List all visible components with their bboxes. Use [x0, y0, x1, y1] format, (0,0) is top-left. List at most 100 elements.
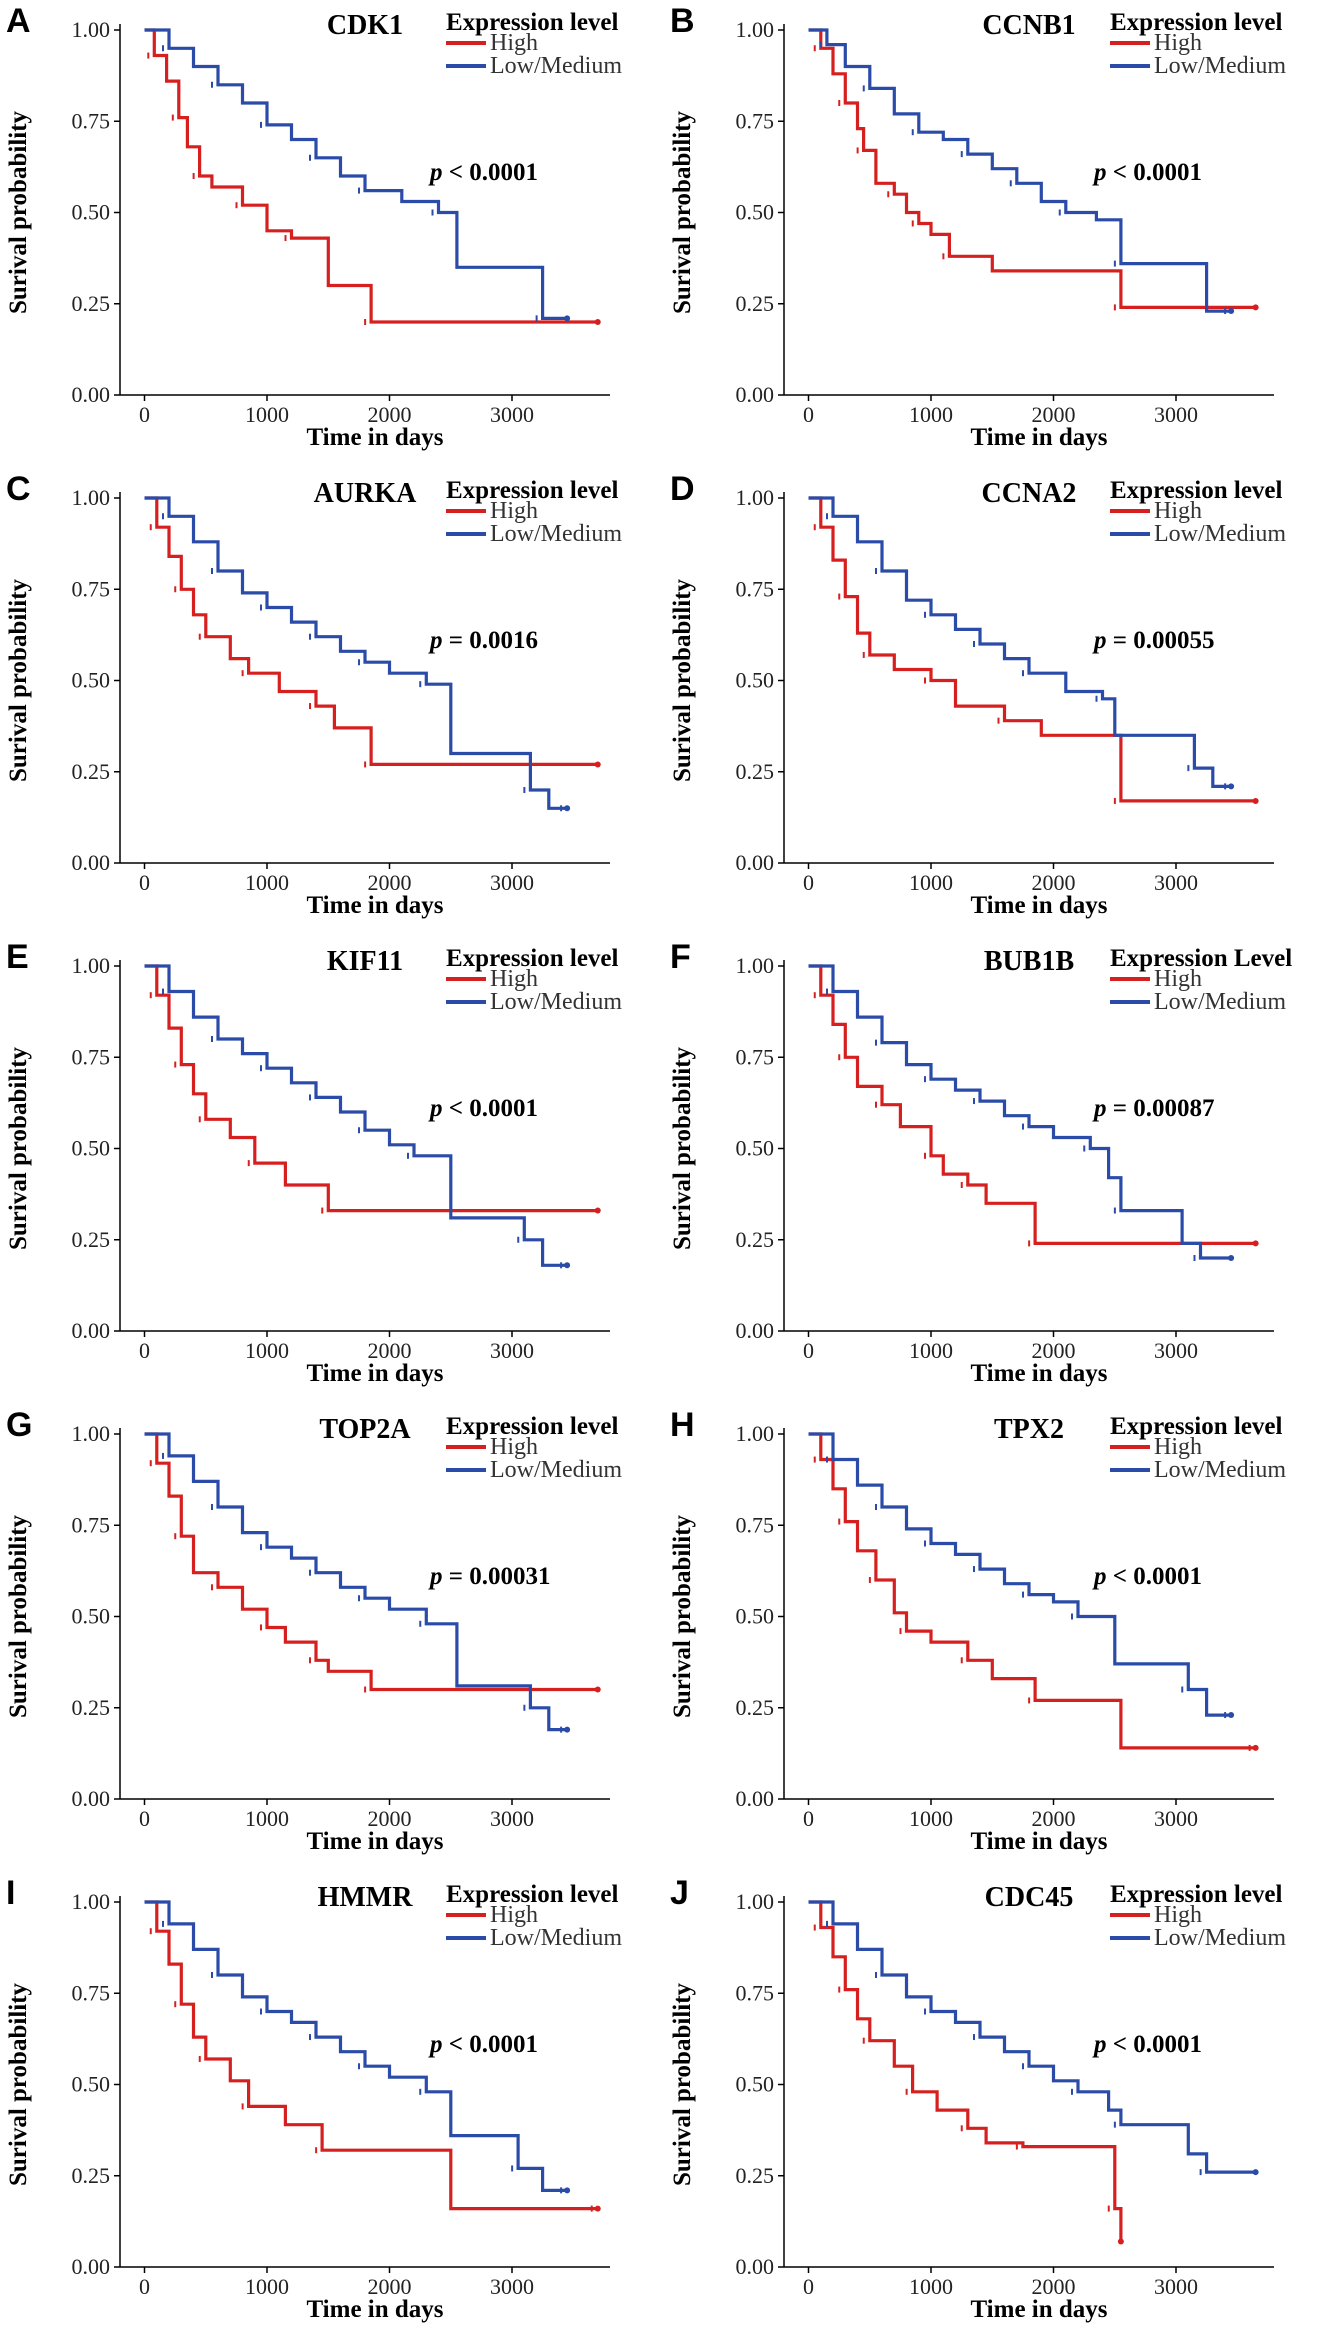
y-tick-label: 0.00: [72, 850, 111, 875]
x-tick-label: 1000: [245, 1338, 289, 1363]
km-panel-c: C AURKA Expression level High Low/Medium 0.00…: [0, 468, 664, 936]
legend-item-high: High: [490, 1434, 538, 1460]
y-tick-label: 0.25: [72, 2163, 111, 2188]
y-tick-label: 0.00: [736, 1318, 775, 1343]
gene-title: CDC45: [985, 1882, 1074, 1913]
p-value-annotation: p < 0.0001: [428, 2031, 538, 2058]
survival-curve-high: [808, 496, 1256, 803]
curve-end-marker: [1252, 304, 1259, 311]
survival-curve-low-medium: [144, 964, 568, 1267]
legend-item-low-medium: Low/Medium: [1154, 521, 1286, 547]
p-value-text: = 0.00087: [1113, 1095, 1215, 1122]
y-tick-label: 0.75: [736, 1044, 775, 1069]
legend-item-high: High: [490, 498, 538, 524]
x-tick-label: 0: [803, 2274, 814, 2299]
p-value-text: < 0.0001: [1113, 2031, 1202, 2058]
curve-end-marker: [1228, 308, 1235, 315]
curve-end-marker: [564, 1726, 571, 1733]
legend-item-low-medium: Low/Medium: [1154, 989, 1286, 1015]
curve-end-marker: [1228, 1255, 1235, 1261]
y-tick-label: 0.25: [72, 291, 111, 316]
p-symbol: p: [1092, 2031, 1113, 2058]
p-symbol: p: [1092, 1095, 1113, 1122]
y-tick-label: 0.50: [72, 1604, 111, 1629]
legend-title: Expression level: [1110, 9, 1283, 36]
y-tick-label: 0.50: [736, 1604, 775, 1629]
legend-title: Expression Level: [1110, 945, 1292, 972]
x-tick-label: 0: [139, 1338, 150, 1363]
panel-label: D: [670, 470, 695, 508]
y-axis-label: Surival probability: [669, 1982, 696, 2186]
y-tick-label: 0.00: [736, 850, 775, 875]
p-value-annotation: p < 0.0001: [428, 159, 538, 186]
km-panel-b: B CCNB1 Expression level High Low/Medium 0.00…: [664, 0, 1328, 468]
p-value-annotation: p = 0.00055: [1092, 627, 1215, 654]
p-symbol: p: [1092, 627, 1113, 654]
legend-item-low-medium: Low/Medium: [490, 989, 622, 1015]
y-tick-label: 0.00: [72, 1318, 111, 1343]
p-symbol: p: [428, 1563, 449, 1590]
curve-end-marker: [564, 1262, 571, 1269]
legend-title: Expression level: [446, 1413, 619, 1440]
x-axis-label: Time in days: [970, 2296, 1107, 2323]
survival-curve-high: [808, 1432, 1256, 1750]
x-tick-label: 1000: [245, 2274, 289, 2299]
curve-end-marker: [1228, 1712, 1235, 1719]
x-tick-label: 1000: [245, 870, 289, 895]
x-tick-label: 3000: [490, 2274, 534, 2299]
legend-item-low-medium: Low/Medium: [1154, 1925, 1286, 1951]
panel-label: E: [6, 938, 29, 976]
x-tick-label: 2000: [1032, 1338, 1076, 1363]
x-tick-label: 2000: [368, 1806, 412, 1831]
p-symbol: p: [1092, 1563, 1113, 1590]
km-panel-h: H TPX2 Expression level High Low/Medium 0.00 0…: [664, 1404, 1328, 1872]
survival-curve-high: [808, 1900, 1123, 2242]
x-tick-label: 3000: [1154, 2274, 1198, 2299]
legend-item-low-medium: Low/Medium: [490, 1457, 622, 1483]
legend-item-high: High: [1154, 1902, 1202, 1928]
y-tick-label: 0.00: [72, 1786, 111, 1811]
x-tick-label: 1000: [909, 402, 953, 427]
y-axis-label: Surival probability: [669, 110, 696, 314]
curve-end-marker: [564, 2187, 571, 2194]
y-tick-label: 0.50: [736, 2072, 775, 2097]
x-tick-label: 2000: [368, 870, 412, 895]
gene-title: TOP2A: [319, 1414, 411, 1445]
survival-curve-low-medium: [144, 496, 568, 810]
y-tick-label: 0.25: [736, 1227, 775, 1252]
y-tick-label: 1.00: [72, 17, 111, 42]
curve-end-marker: [1228, 783, 1235, 790]
y-tick-label: 0.50: [72, 1136, 111, 1161]
x-tick-label: 0: [803, 870, 814, 895]
x-tick-label: 3000: [1154, 870, 1198, 895]
survival-curve-high: [144, 964, 598, 1213]
p-value-text: < 0.0001: [1113, 159, 1202, 186]
survival-curve-low-medium: [144, 1432, 568, 1732]
x-axis-label: Time in days: [306, 424, 443, 451]
p-value-annotation: p < 0.0001: [1092, 159, 1202, 186]
p-symbol: p: [428, 159, 449, 186]
p-value-text: = 0.00031: [449, 1563, 551, 1590]
legend-item-high: High: [490, 1902, 538, 1928]
x-tick-label: 3000: [1154, 402, 1198, 427]
y-axis-label: Surival probability: [669, 578, 696, 782]
y-tick-label: 0.25: [72, 1695, 111, 1720]
x-tick-label: 2000: [1032, 2274, 1076, 2299]
p-value-annotation: p < 0.0001: [1092, 2031, 1202, 2058]
p-symbol: p: [1092, 159, 1113, 186]
km-panel-a: A CDK1 Expression level High Low/Medium 0.00 0…: [0, 0, 664, 468]
gene-title: AURKA: [314, 478, 417, 509]
p-value-annotation: p = 0.0016: [428, 627, 538, 654]
legend-item-low-medium: Low/Medium: [490, 53, 622, 79]
p-value-text: = 0.00055: [1113, 627, 1215, 654]
km-panel-e: E KIF11 Expression level High Low/Medium 0.00…: [0, 936, 664, 1404]
x-tick-label: 1000: [909, 1806, 953, 1831]
y-tick-label: 0.00: [736, 382, 775, 407]
x-tick-label: 0: [139, 402, 150, 427]
curve-end-marker: [564, 805, 571, 812]
